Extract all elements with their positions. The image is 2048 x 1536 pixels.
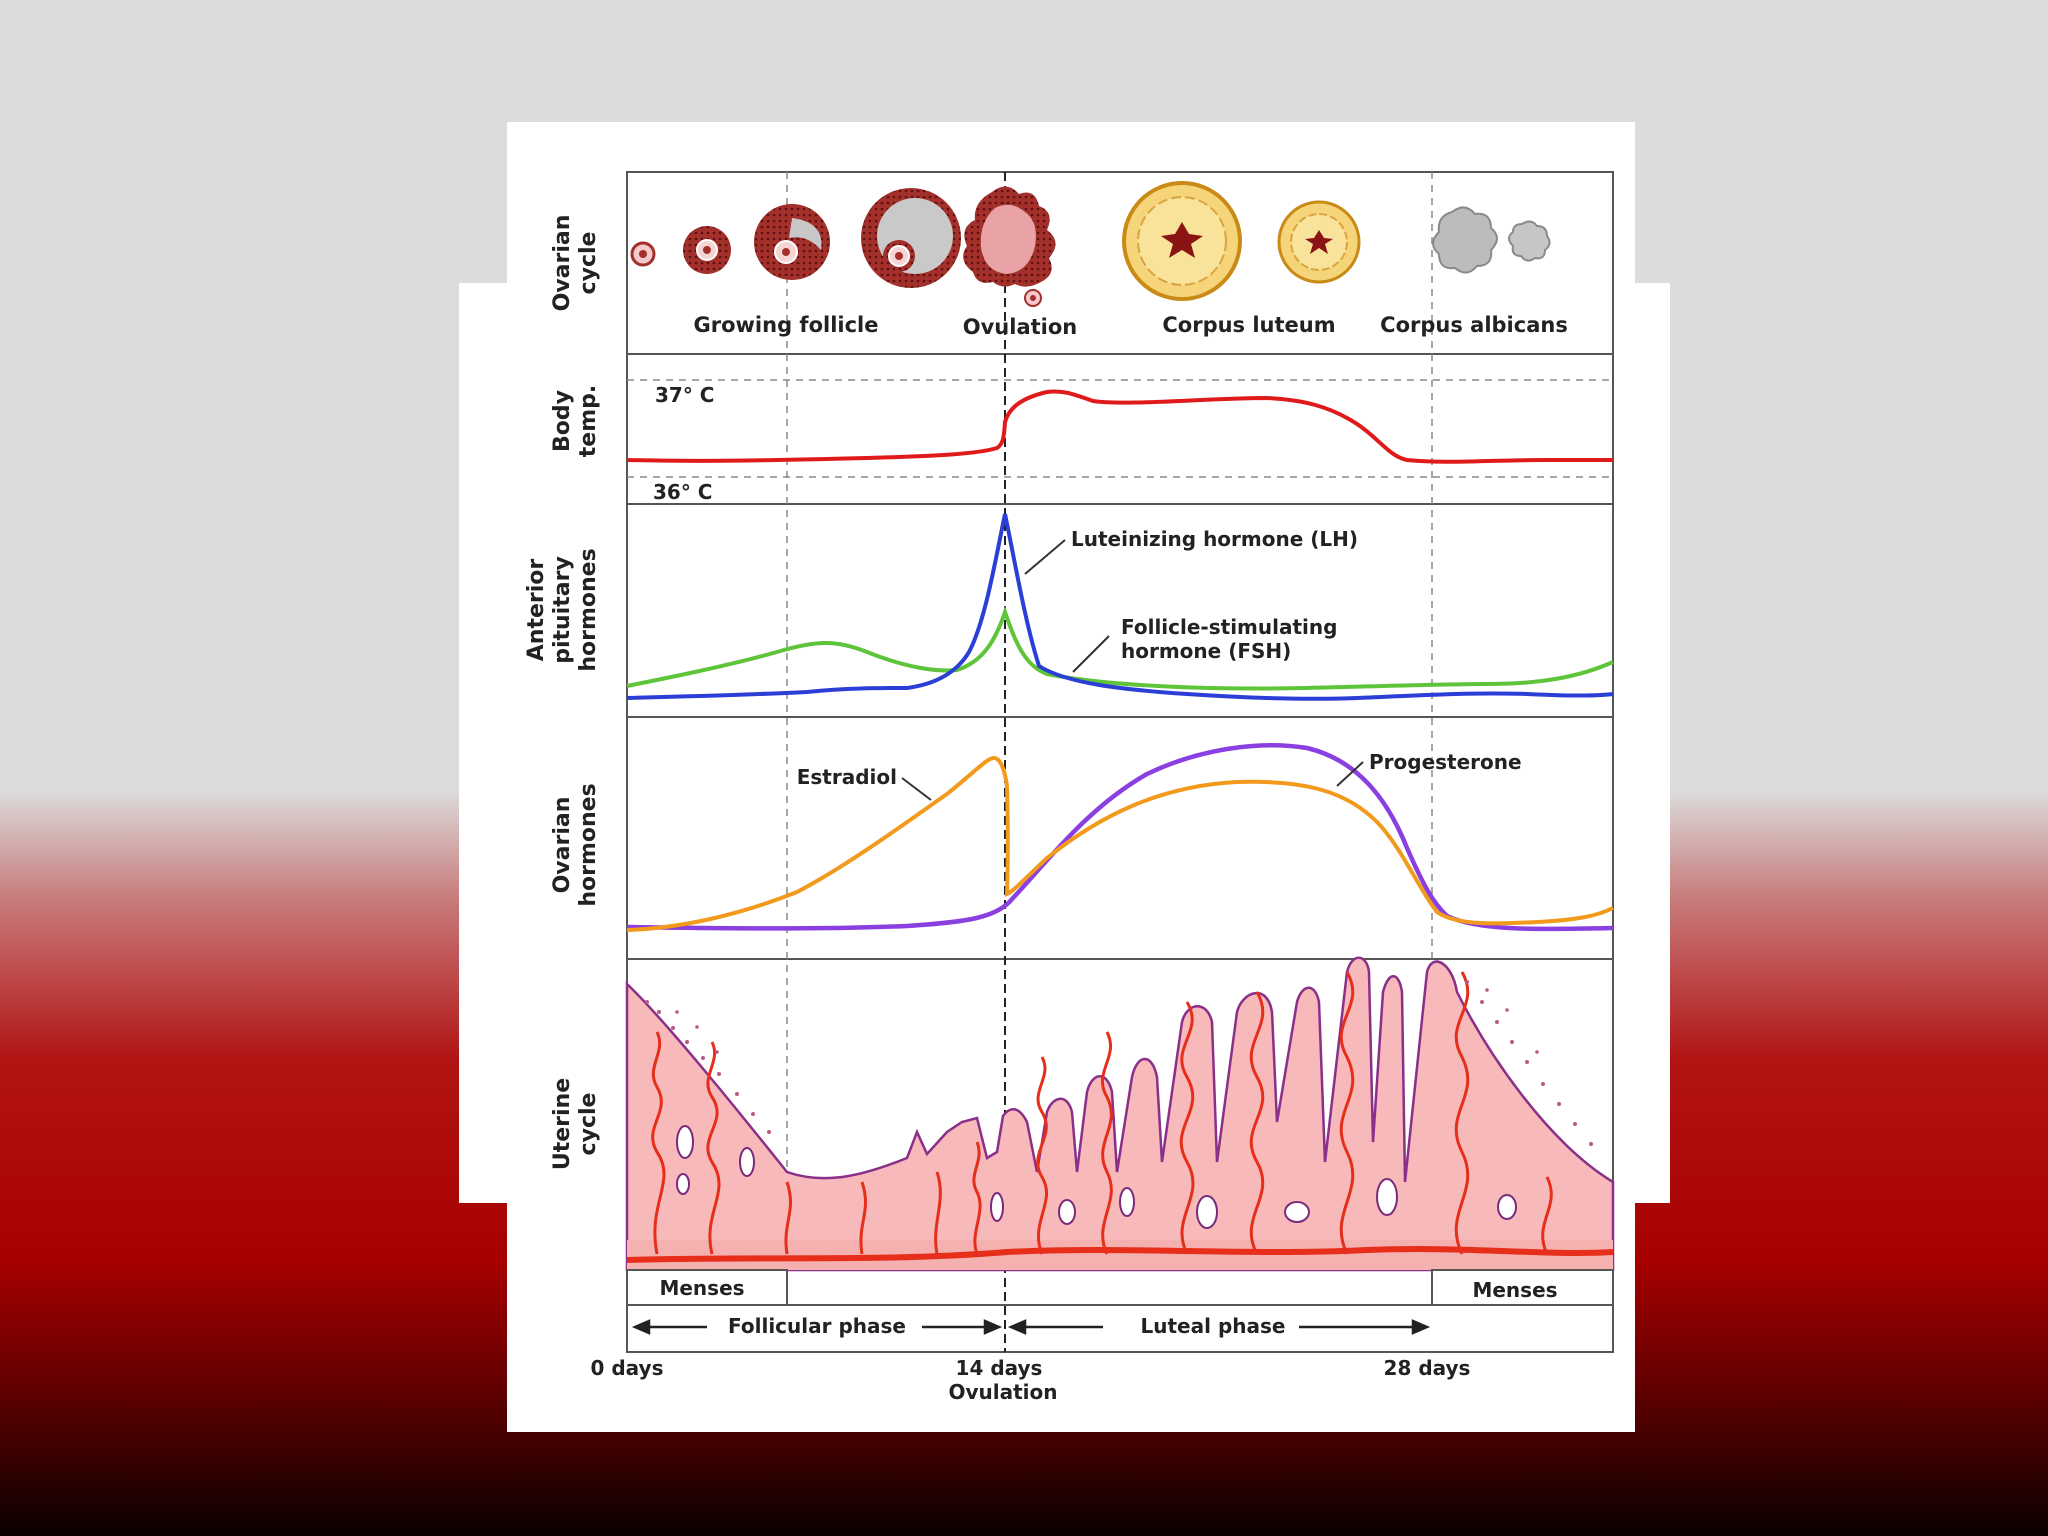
menses-left-label: Menses [659,1276,744,1300]
primordial-follicle-illustration [630,241,656,267]
corpus-albicans-small-illustration [1508,220,1551,262]
primary-follicle-illustration [683,226,731,274]
estradiol-label: Estradiol [797,765,897,789]
luteal-phase-arrow [1007,1319,1431,1335]
basal-layer [627,1240,1613,1270]
body-temperature-curve [626,389,1613,464]
corpus-luteum-small-illustration [1277,200,1361,284]
progesterone-curve [626,743,1614,932]
endometrium-tissue [625,956,1615,1272]
fsh-label-line-1: Follicle-stimulating [1121,615,1337,639]
day-0-label: 0 days [590,1356,663,1380]
temp-36-label: 36° C [653,480,712,504]
corpus-luteum-large-illustration [1122,181,1242,301]
ovarian-cycle-label-2: cycle [576,232,601,295]
body-temp-label-1: Body [550,390,575,452]
fsh-leader-line [1072,635,1110,673]
anterior-pituitary-label-1: Anterior [524,559,549,662]
progesterone-label: Progesterone [1369,750,1522,774]
mature-follicle-illustration [861,188,961,288]
ovarian-cycle-label: Ovarian cycle [550,215,601,312]
follicle-stages [630,181,1551,307]
ovulation-stage-label: Ovulation [963,315,1077,339]
uterine-cycle-label: Uterine cycle [550,1078,601,1170]
ovarian-cycle-label-1: Ovarian [550,215,575,312]
day-28-label: 28 days [1384,1356,1471,1380]
ovarian-hormones-label-2: hormones [576,783,601,906]
spiral-artery-base [626,1246,1614,1263]
anterior-pituitary-label: Anterior pituitary hormones [524,548,601,671]
menses-right-label: Menses [1472,1278,1557,1302]
body-temp-label-2: temp. [576,385,601,457]
estradiol-leader-line [901,777,932,801]
follicular-phase-arrow [631,1319,1003,1335]
fsh-label-line-2: hormone (FSH) [1121,639,1291,663]
corpus-albicans-label: Corpus albicans [1380,313,1568,337]
lh-curve [626,513,1614,701]
ovulation-axis-label: Ovulation [948,1380,1057,1404]
lh-leader-line [1024,539,1066,575]
uterine-glands [676,1125,1517,1229]
lh-label: Luteinizing hormone (LH) [1071,527,1358,551]
progesterone-leader-line [1336,761,1364,787]
temp-37-label: 37° C [655,383,714,407]
menses-left-box: Menses [626,1269,788,1306]
fsh-curve [626,605,1614,691]
uterine-cycle-label-1: Uterine [550,1078,575,1170]
cycle-diagram: Ovarian cycle Body temp. Anterior pituit… [524,171,1615,1404]
follicular-phase-label: Follicular phase [728,1314,906,1338]
ovulation-illustration [963,186,1056,307]
uterine-cycle-label-2: cycle [576,1093,601,1156]
ovarian-hormones-label: Ovarian hormones [550,783,601,906]
spiral-arteries [651,971,1553,1255]
anterior-pituitary-label-3: hormones [576,548,601,671]
growing-follicle-label: Growing follicle [694,313,879,337]
luteal-phase-label: Luteal phase [1141,1314,1286,1338]
day-14-label: 14 days [956,1356,1043,1380]
secondary-follicle-illustration [754,204,830,280]
body-temp-label: Body temp. [550,385,601,457]
menses-right-box: Menses [1431,1269,1614,1306]
anterior-pituitary-label-2: pituitary [550,556,575,664]
ovarian-hormones-label-1: Ovarian [550,797,575,894]
shedding-debris [645,980,1593,1146]
endometrium-illustration [625,956,1615,1272]
estradiol-curve [626,755,1614,932]
menstrual-cycle-figure: Ovarian cycle Body temp. Anterior pituit… [507,122,1635,1432]
corpus-albicans-large-illustration [1432,206,1498,274]
corpus-luteum-label: Corpus luteum [1162,313,1335,337]
